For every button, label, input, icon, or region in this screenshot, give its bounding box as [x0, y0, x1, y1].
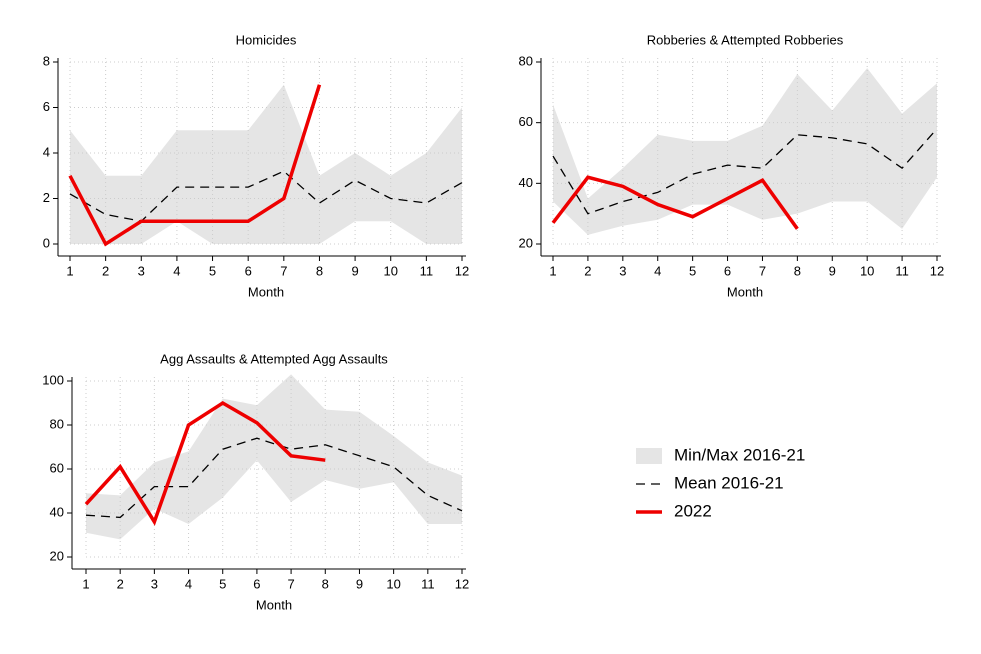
- y-tick-label: 20: [519, 235, 533, 250]
- x-tick-label: 12: [455, 263, 469, 278]
- x-tick-label: 6: [245, 263, 252, 278]
- x-tick-label: 3: [151, 576, 158, 591]
- y-tick-label: 20: [50, 548, 64, 563]
- x-tick-label: 9: [351, 263, 358, 278]
- mean-line: [552, 128, 938, 215]
- x-tick-label: 2: [102, 263, 109, 278]
- x-tick-label: 10: [383, 263, 397, 278]
- line-2022: [68, 84, 322, 247]
- x-axis-label: Month: [248, 284, 284, 299]
- x-tick-label: 1: [82, 576, 89, 591]
- x-tick-label: 1: [66, 263, 73, 278]
- y-tick-label: 8: [43, 53, 50, 68]
- y-tick-label: 4: [43, 144, 50, 159]
- y-tick-label: 0: [43, 235, 50, 250]
- y-tick-label: 80: [50, 416, 64, 431]
- x-tick-label: 8: [322, 576, 329, 591]
- x-tick-label: 7: [759, 263, 766, 278]
- x-tick-label: 1: [549, 263, 556, 278]
- y-tick-label: 100: [42, 372, 64, 387]
- x-tick-label: 4: [173, 263, 180, 278]
- x-tick-label: 9: [829, 263, 836, 278]
- min-max-band: [70, 84, 462, 244]
- x-tick-label: 2: [584, 263, 591, 278]
- x-tick-label: 11: [421, 576, 435, 591]
- y-tick-label: 60: [50, 460, 64, 475]
- x-tick-label: 4: [654, 263, 661, 278]
- chart-title: Robberies & Attempted Robberies: [647, 32, 844, 47]
- x-tick-label: 11: [420, 263, 434, 278]
- line-2022: [84, 400, 326, 526]
- x-tick-label: 10: [860, 263, 874, 278]
- x-axis-label: Month: [256, 597, 292, 612]
- x-axis-label: Month: [727, 284, 763, 299]
- x-tick-label: 5: [689, 263, 696, 278]
- x-tick-label: 3: [138, 263, 145, 278]
- min-max-band: [553, 68, 937, 235]
- x-tick-label: 12: [930, 263, 944, 278]
- x-tick-label: 7: [287, 576, 294, 591]
- legend-label: Mean 2016-21: [674, 473, 784, 492]
- x-tick-label: 11: [895, 263, 909, 278]
- x-tick-label: 7: [280, 263, 287, 278]
- legend-label: Min/Max 2016-21: [674, 445, 805, 464]
- x-tick-label: 6: [724, 263, 731, 278]
- legend-swatch: [636, 448, 662, 464]
- min-max-band: [86, 374, 462, 540]
- x-tick-label: 8: [794, 263, 801, 278]
- y-tick-label: 40: [50, 504, 64, 519]
- chart-title: Agg Assaults & Attempted Agg Assaults: [160, 351, 388, 366]
- y-tick-label: 40: [519, 175, 533, 190]
- x-tick-label: 5: [209, 263, 216, 278]
- y-tick-label: 2: [43, 190, 50, 205]
- x-tick-label: 12: [455, 576, 469, 591]
- x-tick-label: 10: [386, 576, 400, 591]
- mean-line: [85, 437, 463, 519]
- x-tick-label: 8: [316, 263, 323, 278]
- x-tick-label: 3: [619, 263, 626, 278]
- y-tick-label: 80: [519, 53, 533, 68]
- x-tick-label: 6: [253, 576, 260, 591]
- x-tick-label: 2: [117, 576, 124, 591]
- x-tick-label: 9: [356, 576, 363, 591]
- y-tick-label: 60: [519, 114, 533, 129]
- mean-line: [69, 170, 463, 222]
- x-tick-label: 4: [185, 576, 192, 591]
- legend-label: 2022: [674, 501, 712, 520]
- y-tick-label: 6: [43, 99, 50, 114]
- chart-title: Homicides: [236, 32, 297, 47]
- line-2022: [551, 175, 799, 230]
- x-tick-label: 5: [219, 576, 226, 591]
